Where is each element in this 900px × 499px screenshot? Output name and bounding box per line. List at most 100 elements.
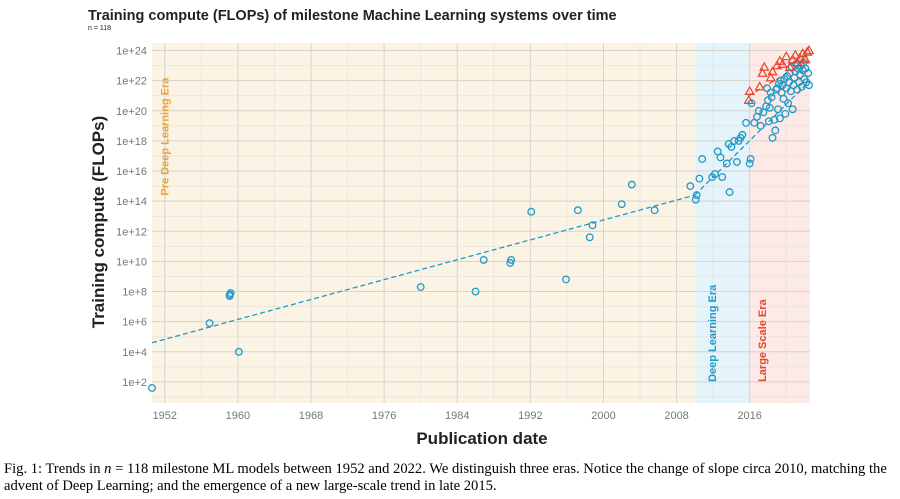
x-axis-label: Publication date <box>416 429 547 448</box>
data-point-circle <box>562 275 570 284</box>
data-point-circle <box>585 233 594 242</box>
data-point-circle <box>205 319 214 328</box>
x-tick-label: 1976 <box>372 410 396 422</box>
data-point-triangle <box>781 51 792 61</box>
data-point-circle <box>797 82 806 91</box>
x-tick-label: 2016 <box>737 410 761 422</box>
data-point-triangle <box>802 46 813 56</box>
era-background-2 <box>749 43 810 403</box>
y-axis-label: Training compute (FLOPs) <box>89 116 108 329</box>
data-point-triangle <box>759 61 770 71</box>
x-tick-label: 1952 <box>153 410 177 422</box>
data-point-circle <box>770 115 779 124</box>
data-point-circle <box>756 121 765 130</box>
data-point-circle <box>775 114 784 123</box>
x-tick-label: 1968 <box>299 410 323 422</box>
data-point-circle <box>234 347 243 356</box>
x-tick-label: 2000 <box>591 410 615 422</box>
era-labels: Pre Deep Learning Era Deep Learning Era La… <box>159 77 769 382</box>
data-point-circle <box>768 133 777 142</box>
data-point-circle <box>722 159 731 168</box>
era-backgrounds <box>152 43 810 403</box>
y-tick-label: 1e+16 <box>116 166 147 178</box>
y-tick-label: 1e+22 <box>116 76 147 88</box>
data-point-circle <box>507 255 516 264</box>
data-point-circle <box>774 105 782 114</box>
data-point-circle <box>692 191 701 200</box>
y-tick-label: 1e+20 <box>116 106 147 118</box>
data-point-circle <box>745 159 754 168</box>
y-tick-label: 1e+18 <box>116 136 147 148</box>
caption-text: milestone ML models between 1952 and 202… <box>4 461 887 494</box>
data-point-circle <box>742 118 750 127</box>
data-point-circle <box>718 173 727 182</box>
data-point-circle <box>765 103 774 112</box>
data-point-circle <box>746 155 755 163</box>
caption-prefix: Fig. 1: Trends in <box>4 461 105 477</box>
figure-caption: Fig. 1: Trends in n = 118 milestone ML m… <box>4 461 896 495</box>
data-point-circle <box>471 287 480 296</box>
era-background-0 <box>152 43 695 403</box>
data-point-circle <box>767 93 776 102</box>
chart-plot: Pre Deep Learning Era Deep Learning Era La… <box>89 43 815 448</box>
data-point-circle <box>650 206 659 215</box>
data-point-circle <box>779 94 788 103</box>
data-point-triangle <box>794 52 806 62</box>
data-point-circle <box>479 255 488 264</box>
data-point-circle <box>527 207 536 216</box>
y-tick-label: 1e+8 <box>122 287 147 299</box>
data-point-circle <box>686 182 695 191</box>
data-point-triangle <box>790 49 801 59</box>
caption-n-value: = 118 <box>111 461 149 477</box>
y-tick-label: 1e+24 <box>116 46 147 58</box>
data-point-circle <box>627 180 636 189</box>
tick-labels: 1952 1960 1968 1976 1984 1992 2000 2008 2016 1e+2… <box>116 46 762 422</box>
x-tick-label: 1984 <box>445 410 469 422</box>
x-tick-label: 1992 <box>518 410 542 422</box>
data-point-circle <box>695 174 704 183</box>
trend-line-pre-dl <box>151 194 696 344</box>
data-point-triangle <box>765 72 776 82</box>
data-point-triangle <box>787 54 798 64</box>
data-point-circle <box>617 200 626 209</box>
data-point-circle <box>781 109 790 118</box>
data-point-triangle <box>743 94 755 104</box>
data-point-circle <box>691 195 700 204</box>
y-tick-label: 1e+6 <box>122 317 147 329</box>
caption-n-variable: n <box>104 461 112 477</box>
chart-title: Training compute (FLOPs) of milestone Ma… <box>88 8 617 24</box>
data-point-circle <box>804 69 813 78</box>
data-point-circle <box>805 81 814 90</box>
y-tick-label: 1e+10 <box>116 256 147 268</box>
x-tick-label: 1960 <box>226 410 250 422</box>
y-tick-label: 1e+4 <box>122 347 147 359</box>
data-point-circle <box>226 289 235 297</box>
data-point-triangle <box>784 61 796 71</box>
data-point-triangle <box>757 67 768 77</box>
data-point-circle <box>716 153 725 162</box>
data-point-triangle <box>744 85 755 95</box>
data-point-triangle <box>777 58 788 68</box>
x-tick-label: 2008 <box>664 410 688 422</box>
era-background-1 <box>694 43 750 403</box>
data-point-circle <box>771 126 780 135</box>
era-label-2: Large Scale Era <box>757 298 769 381</box>
data-point-circle <box>711 170 719 178</box>
data-point-circle <box>764 117 773 126</box>
y-tick-label: 1e+12 <box>116 226 147 238</box>
trend-line-dl <box>694 80 811 196</box>
data-points <box>148 45 815 392</box>
chart-subtitle: n = 118 <box>88 25 112 32</box>
data-point-circle <box>725 188 734 197</box>
y-tick-label: 1e+2 <box>122 377 147 389</box>
data-point-circle <box>776 76 785 85</box>
data-point-circle <box>788 105 797 114</box>
era-label-1: Deep Learning Era <box>707 284 719 382</box>
data-point-circle <box>754 106 763 115</box>
data-point-circle <box>730 136 739 145</box>
grid-lines <box>152 43 810 403</box>
data-point-circle <box>738 130 747 139</box>
data-point-triangle <box>767 66 778 76</box>
data-point-circle <box>784 99 793 108</box>
y-tick-label: 1e+14 <box>116 196 147 208</box>
